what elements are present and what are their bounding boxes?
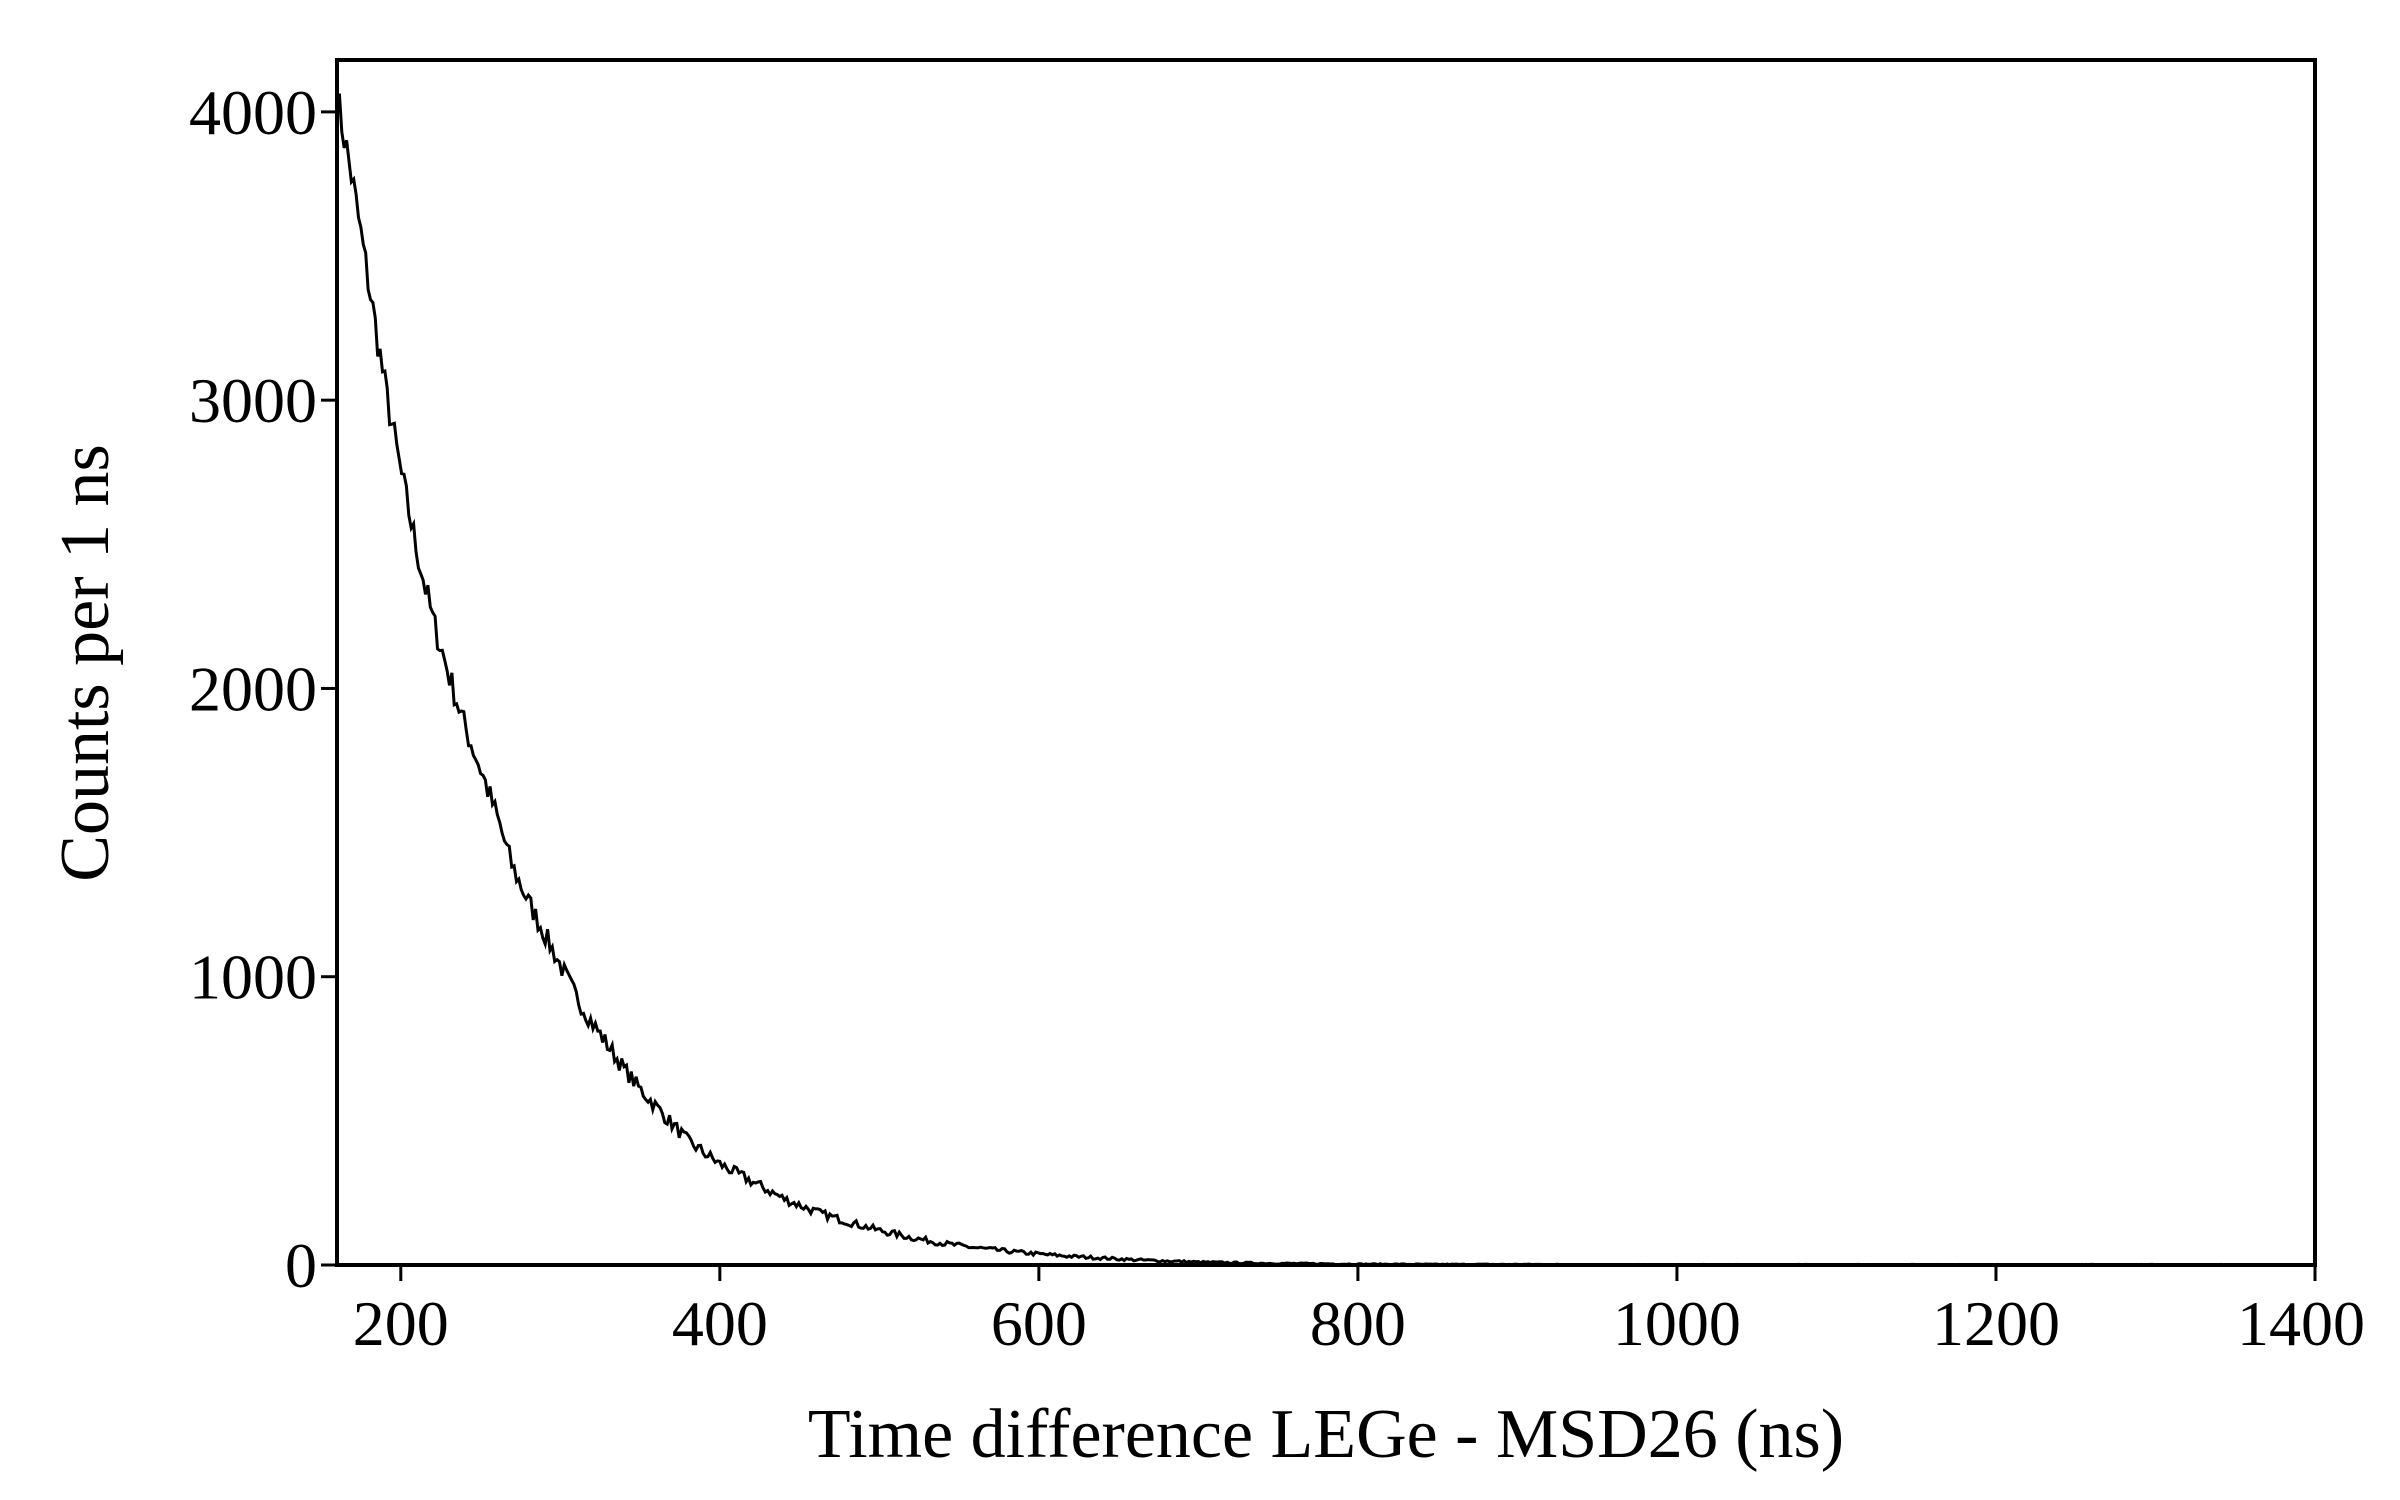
x-tick-label: 1200 [1932, 1288, 2060, 1359]
y-axis-ticks: 0 1000 2000 3000 4000 [189, 77, 337, 1301]
y-tick-label: 3000 [189, 365, 317, 436]
y-tick-label: 1000 [189, 942, 317, 1013]
y-axis-title: Counts per 1 ns [47, 444, 124, 882]
decay-curve [335, 93, 2252, 1267]
x-tick-label: 1000 [1613, 1288, 1741, 1359]
y-tick-label: 0 [285, 1230, 317, 1301]
y-tick-label: 2000 [189, 653, 317, 724]
x-tick-label: 400 [672, 1288, 768, 1359]
x-tick-label: 600 [991, 1288, 1087, 1359]
x-tick-label: 200 [353, 1288, 449, 1359]
x-tick-label: 1400 [2237, 1288, 2365, 1359]
x-axis-ticks: 200 400 600 800 1000 1200 1400 [353, 1265, 2365, 1359]
x-axis-title: Time difference LEGe - MSD26 (ns) [808, 1396, 1844, 1473]
x-tick-label: 800 [1310, 1288, 1406, 1359]
y-tick-label: 4000 [189, 77, 317, 148]
